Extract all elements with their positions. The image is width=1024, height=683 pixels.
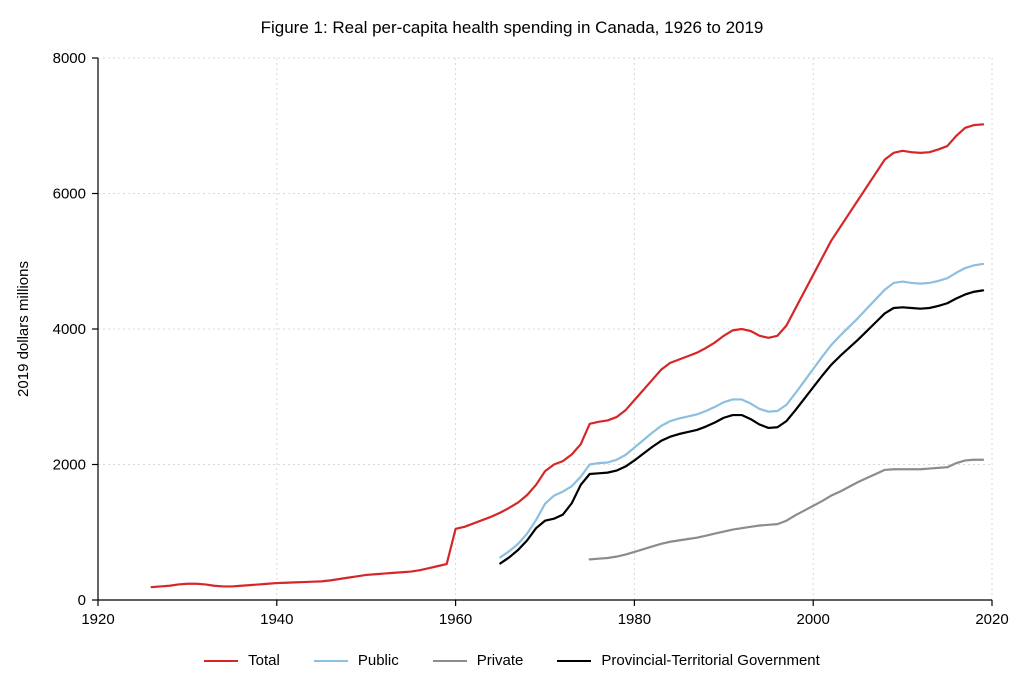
legend-label: Provincial-Territorial Government <box>601 652 819 669</box>
legend-swatch <box>433 660 467 662</box>
legend-item-public: Public <box>314 652 399 669</box>
legend-label: Private <box>477 652 524 669</box>
legend-swatch <box>314 660 348 662</box>
legend: Total Public Private Provincial-Territorial… <box>0 652 1024 669</box>
x-tick-label: 1920 <box>81 611 114 628</box>
y-tick-label: 2000 <box>53 457 86 474</box>
y-tick-label: 8000 <box>53 50 86 67</box>
x-tick-label: 1960 <box>439 611 472 628</box>
chart-title: Figure 1: Real per-capita health spendin… <box>0 18 1024 38</box>
legend-label: Total <box>248 652 280 669</box>
x-tick-label: 2000 <box>797 611 830 628</box>
legend-swatch <box>557 660 591 662</box>
x-tick-label: 2020 <box>975 611 1008 628</box>
series-line-provincial-territorial-government <box>500 290 983 563</box>
series-line-private <box>590 460 983 560</box>
y-tick-label: 4000 <box>53 321 86 338</box>
chart-container: Figure 1: Real per-capita health spendin… <box>0 0 1024 683</box>
y-tick-label: 0 <box>78 592 86 609</box>
legend-item-private: Private <box>433 652 524 669</box>
legend-item-provincial-territorial-government: Provincial-Territorial Government <box>557 652 819 669</box>
y-tick-label: 6000 <box>53 186 86 203</box>
x-tick-label: 1940 <box>260 611 293 628</box>
y-axis-label: 2019 dollars millions <box>15 261 32 397</box>
legend-swatch <box>204 660 238 662</box>
x-tick-label: 1980 <box>618 611 651 628</box>
legend-label: Public <box>358 652 399 669</box>
legend-item-total: Total <box>204 652 280 669</box>
chart-svg: 1920 1940 1960 1980 2000 2020 0 2000 4000 6000 800… <box>0 0 1024 683</box>
